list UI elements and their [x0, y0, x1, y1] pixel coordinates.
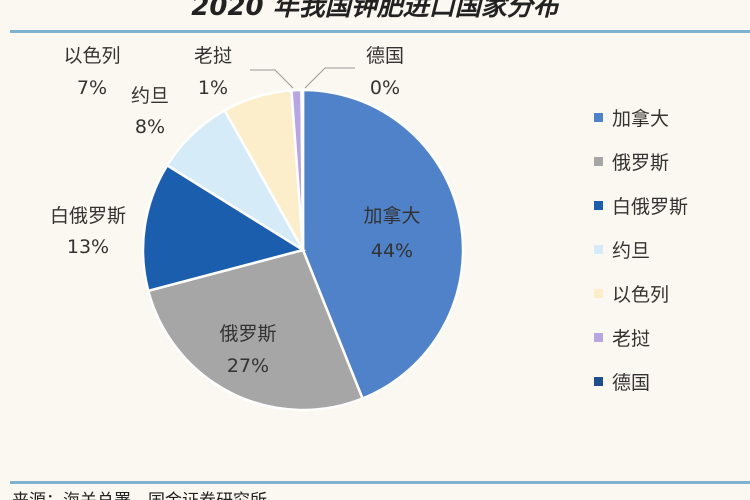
slice-label-value: 1%	[198, 77, 228, 99]
bottom-divider	[10, 481, 750, 484]
pie-slice-2	[141, 163, 307, 293]
pie-slice-1	[146, 248, 365, 412]
legend-swatch	[594, 289, 603, 298]
legend-label: 老挝	[612, 328, 650, 350]
slice-label-name: 俄罗斯	[219, 323, 276, 345]
legend-swatch	[594, 157, 603, 166]
legend-label: 以色列	[612, 284, 669, 306]
slice-label-value: 0%	[370, 77, 400, 99]
slice-label-value: 8%	[135, 116, 165, 138]
legend-label: 德国	[612, 372, 650, 394]
slice-label-name: 以色列	[63, 45, 120, 67]
legend-swatch	[594, 333, 603, 342]
legend-swatch	[594, 201, 603, 210]
leader-line	[250, 69, 294, 89]
legend-swatch	[594, 377, 603, 386]
slice-label-name: 老挝	[194, 45, 232, 67]
legend-swatch	[594, 113, 603, 122]
slice-label-value: 13%	[67, 236, 109, 258]
legend-label: 白俄罗斯	[612, 196, 688, 218]
leader-line	[304, 67, 355, 89]
slice-label-value: 7%	[77, 77, 107, 99]
slice-label-name: 白俄罗斯	[50, 205, 126, 227]
legend-label: 约旦	[612, 240, 650, 262]
legend-swatch	[594, 245, 603, 254]
pie-slice-0	[301, 88, 465, 401]
slice-label-name: 德国	[366, 45, 404, 67]
legend-label: 俄罗斯	[612, 152, 669, 174]
legend-label: 加拿大	[612, 107, 669, 130]
slice-label-value: 27%	[227, 355, 269, 377]
slice-label-name: 约旦	[131, 85, 169, 107]
chart-title: 2020 年我国钾肥进口国家分布	[191, 0, 559, 22]
source-note: 来源：海关总署，国金证券研究所	[12, 486, 267, 500]
slice-label-value: 44%	[371, 240, 413, 262]
slice-label-name: 加拿大	[363, 204, 420, 227]
pie-slice-6	[300, 88, 305, 251]
top-divider	[10, 30, 750, 33]
